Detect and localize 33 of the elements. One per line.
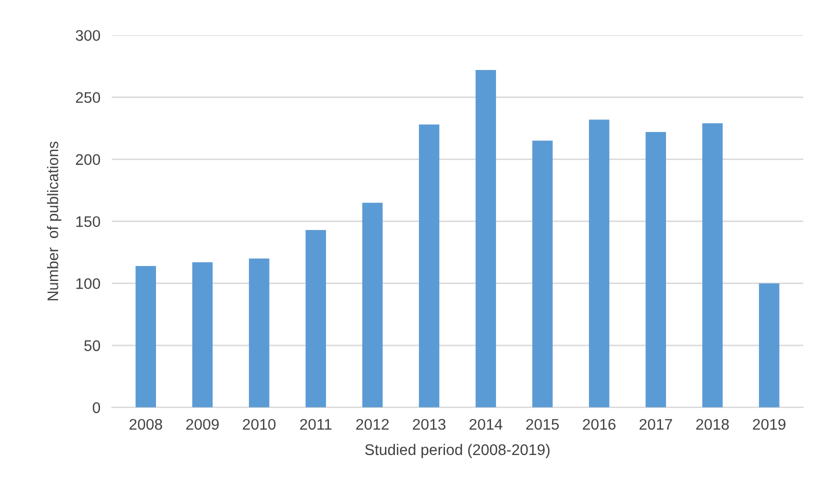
y-tick-label: 250: [76, 92, 100, 103]
y-axis-title: Number of publications: [47, 142, 62, 300]
y-tick-label: 50: [84, 340, 100, 352]
x-tick-label: 2009: [186, 418, 219, 430]
bar: [362, 202, 383, 408]
bar: [646, 132, 666, 408]
x-tick-label: 2015: [526, 418, 559, 430]
x-tick-label: 2008: [130, 418, 162, 430]
bar: [532, 140, 553, 408]
bar: [476, 70, 496, 408]
bar: [136, 266, 156, 408]
x-tick-label: 2019: [752, 418, 786, 430]
x-tick-label: 2012: [356, 418, 389, 430]
x-tick-label: 2013: [412, 418, 446, 430]
y-tick-label: 300: [76, 30, 100, 41]
x-tick-label: 2010: [242, 418, 276, 430]
x-tick-label: 2011: [300, 418, 332, 430]
y-tick-label: 0: [92, 402, 100, 414]
x-tick-label: 2014: [470, 418, 502, 430]
x-tick-label: 2016: [582, 418, 616, 430]
y-tick-label: 150: [76, 216, 100, 228]
bar: [192, 262, 213, 408]
bar: [588, 120, 610, 408]
bar: [758, 283, 780, 408]
bar: [306, 230, 326, 408]
bar: [702, 123, 723, 408]
y-tick-label: 200: [76, 154, 100, 165]
y-tick-label: 100: [76, 278, 100, 290]
x-axis-title: Studied period (2008-2019): [365, 444, 550, 458]
x-tick-label: 2018: [696, 418, 729, 430]
bar: [418, 124, 440, 408]
bar: [248, 258, 270, 408]
x-tick-label: 2017: [640, 418, 672, 430]
